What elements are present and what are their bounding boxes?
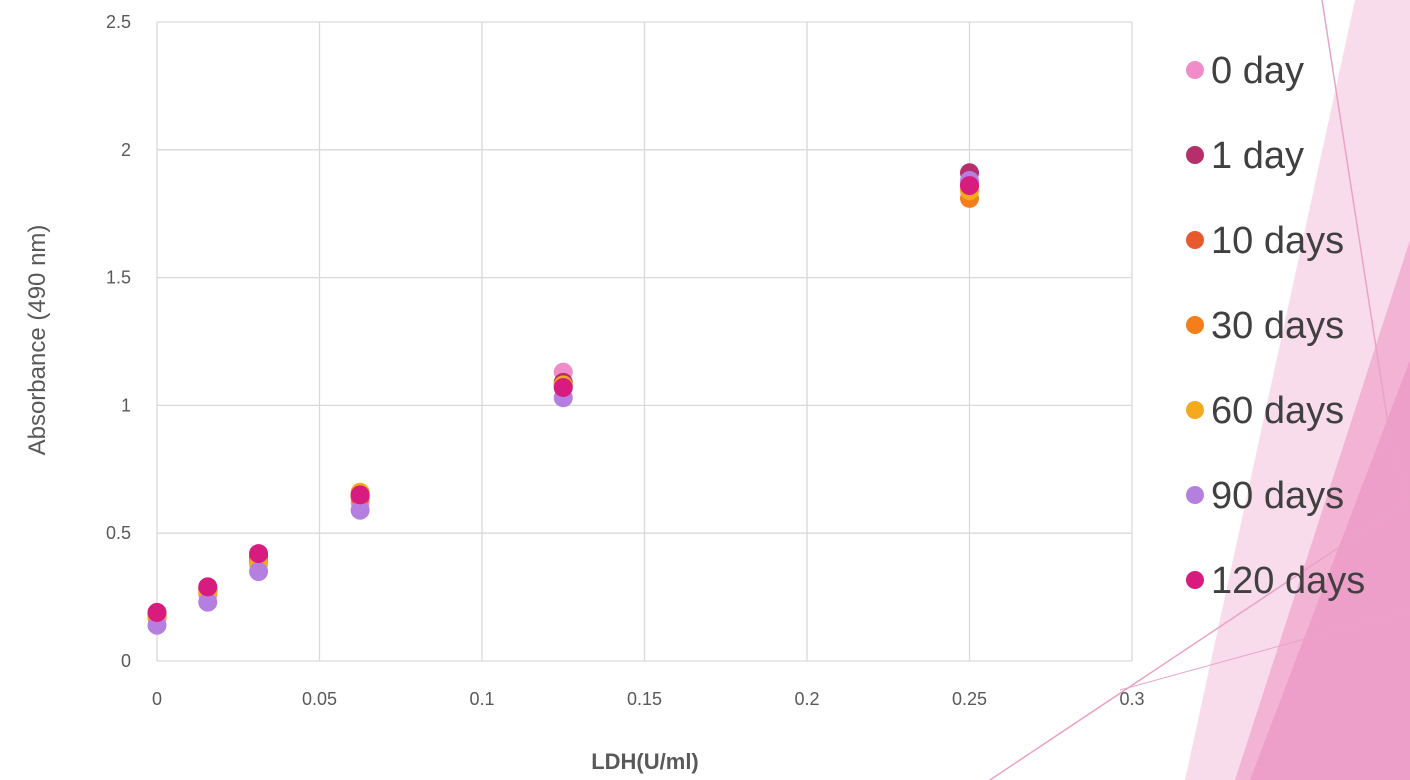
y-axis-title: Absorbance (490 nm) — [24, 225, 51, 456]
data-points — [147, 163, 979, 635]
legend-marker — [1186, 316, 1204, 334]
legend-marker — [1186, 571, 1204, 589]
decor-line-3 — [989, 499, 1410, 780]
legend-marker — [1186, 61, 1204, 79]
legend-label: 120 days — [1211, 560, 1365, 602]
y-tick-label: 0 — [121, 651, 131, 671]
x-tick-label: 0.1 — [469, 689, 494, 709]
x-tick-label: 0.25 — [952, 689, 987, 709]
decor-dark-panel — [1250, 360, 1410, 780]
decor-line-1 — [1321, 0, 1393, 451]
data-point-90-days — [249, 562, 269, 582]
y-tick-label: 1 — [121, 395, 131, 415]
legend-label: 0 day — [1211, 50, 1304, 92]
x-tick-label: 0.3 — [1119, 689, 1144, 709]
legend-marker — [1186, 486, 1204, 504]
x-tick-label: 0.05 — [302, 689, 337, 709]
legend-marker — [1186, 231, 1204, 249]
legend-label: 1 day — [1211, 135, 1304, 177]
decor-line-2 — [1391, 449, 1410, 501]
decor-line-4 — [1119, 609, 1410, 691]
data-point-120-days — [553, 378, 573, 398]
data-point-90-days — [198, 592, 218, 612]
data-point-120-days — [350, 485, 370, 505]
legend-label: 30 days — [1211, 305, 1344, 347]
x-tick-label: 0 — [152, 689, 162, 709]
y-tick-label: 1.5 — [106, 268, 131, 288]
data-point-90-days — [350, 500, 370, 520]
y-tick-label: 2.5 — [106, 12, 131, 32]
y-tick-label: 2 — [121, 140, 131, 160]
x-tick-label: 0.2 — [794, 689, 819, 709]
legend-label: 90 days — [1211, 475, 1344, 517]
grid — [156, 21, 1133, 662]
data-point-120-days — [147, 602, 167, 622]
y-tick-label: 0.5 — [106, 523, 131, 543]
legend-marker — [1186, 146, 1204, 164]
x-axis-title: LDH(U/ml) — [591, 749, 699, 774]
data-point-120-days — [960, 176, 979, 196]
legend-marker — [1186, 401, 1204, 419]
data-point-120-days — [249, 544, 269, 564]
legend-label: 60 days — [1211, 390, 1344, 432]
tick-labels: 0 0.5 1 1.5 2 2.5 0 0.05 0.1 0.15 0.2 0.25 0.3 — [106, 12, 1145, 709]
slide-decoration — [989, 0, 1410, 780]
x-tick-label: 0.15 — [627, 689, 662, 709]
legend: 0 day 1 day 10 days 30 days 60 days 90 days 12… — [1186, 50, 1365, 602]
data-point-120-days — [198, 577, 218, 597]
legend-label: 10 days — [1211, 220, 1344, 262]
